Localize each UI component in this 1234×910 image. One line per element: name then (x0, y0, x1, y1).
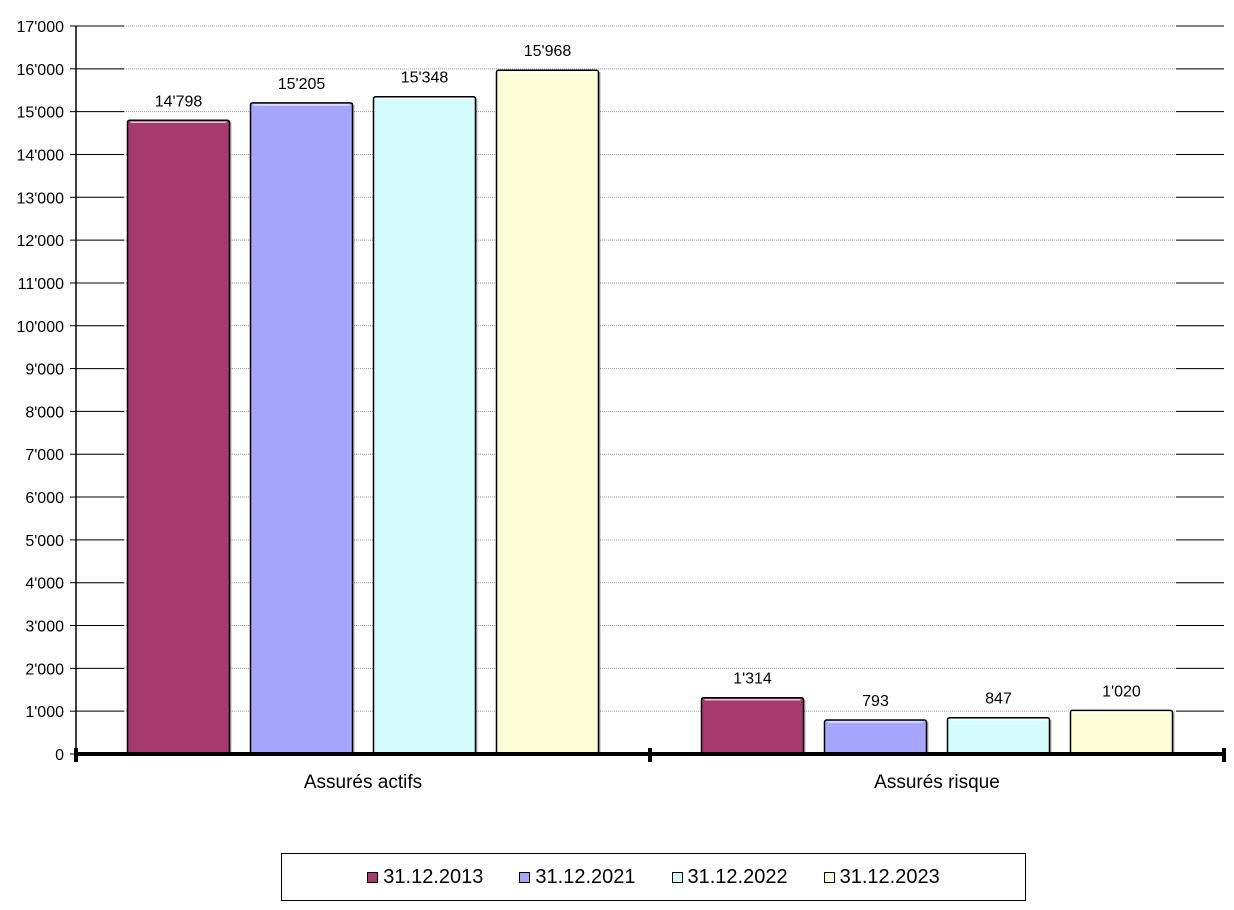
legend: 31.12.2013 31.12.2021 31.12.2022 31.12.2023 (281, 853, 1026, 901)
legend-label: 31.12.2022 (687, 865, 788, 888)
legend-item: 31.12.2021 (519, 865, 636, 889)
y-tick-label: 0 (55, 747, 64, 764)
y-tick-label: 2'000 (25, 661, 64, 678)
legend-label: 31.12.2023 (839, 865, 940, 888)
legend-label: 31.12.2021 (535, 865, 636, 888)
bar (1069, 709, 1174, 755)
legend-item: 31.12.2023 (823, 865, 940, 889)
category-labels: Assurés actifs Assurés risque (304, 772, 1000, 793)
data-label: 15'205 (278, 76, 326, 93)
y-tick-label: 8'000 (25, 404, 64, 421)
gridlines (70, 25, 1224, 755)
y-tick-label: 11'000 (18, 276, 64, 293)
bar (372, 95, 477, 755)
data-label: 15'348 (401, 70, 449, 87)
data-label: 847 (985, 691, 1012, 708)
data-label: 793 (862, 693, 889, 710)
y-tick-label: 4'000 (25, 576, 64, 593)
y-axis-ticks: 0 1'000 2'000 3'000 4'000 5'000 6'000 7'000 8'00… (16, 19, 64, 764)
y-tick-label: 1'000 (25, 704, 64, 721)
y-tick-label: 15'000 (16, 105, 64, 122)
y-tick-label: 6'000 (25, 490, 64, 507)
y-tick-label: 7'000 (25, 447, 64, 464)
y-tick-label: 12'000 (16, 233, 64, 250)
data-labels: 14'798 15'205 15'348 15'968 1'314 793 847 1'020 (155, 43, 1141, 710)
legend-swatch (671, 871, 683, 883)
y-tick-label: 5'000 (25, 533, 64, 550)
y-tick-label: 16'000 (16, 62, 64, 79)
legend-swatch (823, 871, 835, 883)
bar (946, 716, 1051, 755)
category-label: Assurés risque (874, 772, 1000, 793)
axes (74, 26, 1226, 762)
bar (126, 119, 231, 755)
data-label: 14'798 (155, 93, 203, 110)
bar (823, 719, 928, 755)
legend-item: 31.12.2022 (671, 865, 788, 889)
y-tick-label: 10'000 (16, 319, 64, 336)
data-label: 1'314 (733, 671, 772, 688)
y-tick-label: 14'000 (16, 147, 64, 164)
legend-label: 31.12.2013 (383, 865, 484, 888)
y-tick-label: 13'000 (16, 190, 64, 207)
bar (700, 696, 805, 755)
data-label: 15'968 (524, 43, 572, 60)
data-label: 1'020 (1102, 683, 1141, 700)
legend-item: 31.12.2013 (367, 866, 483, 889)
y-tick-label: 3'000 (25, 619, 64, 636)
bar (495, 69, 600, 755)
bars (126, 69, 1175, 757)
legend-swatch (519, 871, 531, 883)
category-label: Assurés actifs (304, 772, 422, 793)
bar (249, 102, 354, 755)
y-tick-label: 17'000 (16, 19, 64, 36)
y-tick-label: 9'000 (25, 362, 64, 379)
legend-swatch (367, 871, 379, 883)
bar-chart: 0 1'000 2'000 3'000 4'000 5'000 6'000 7'000 8'00… (16, 19, 1226, 793)
